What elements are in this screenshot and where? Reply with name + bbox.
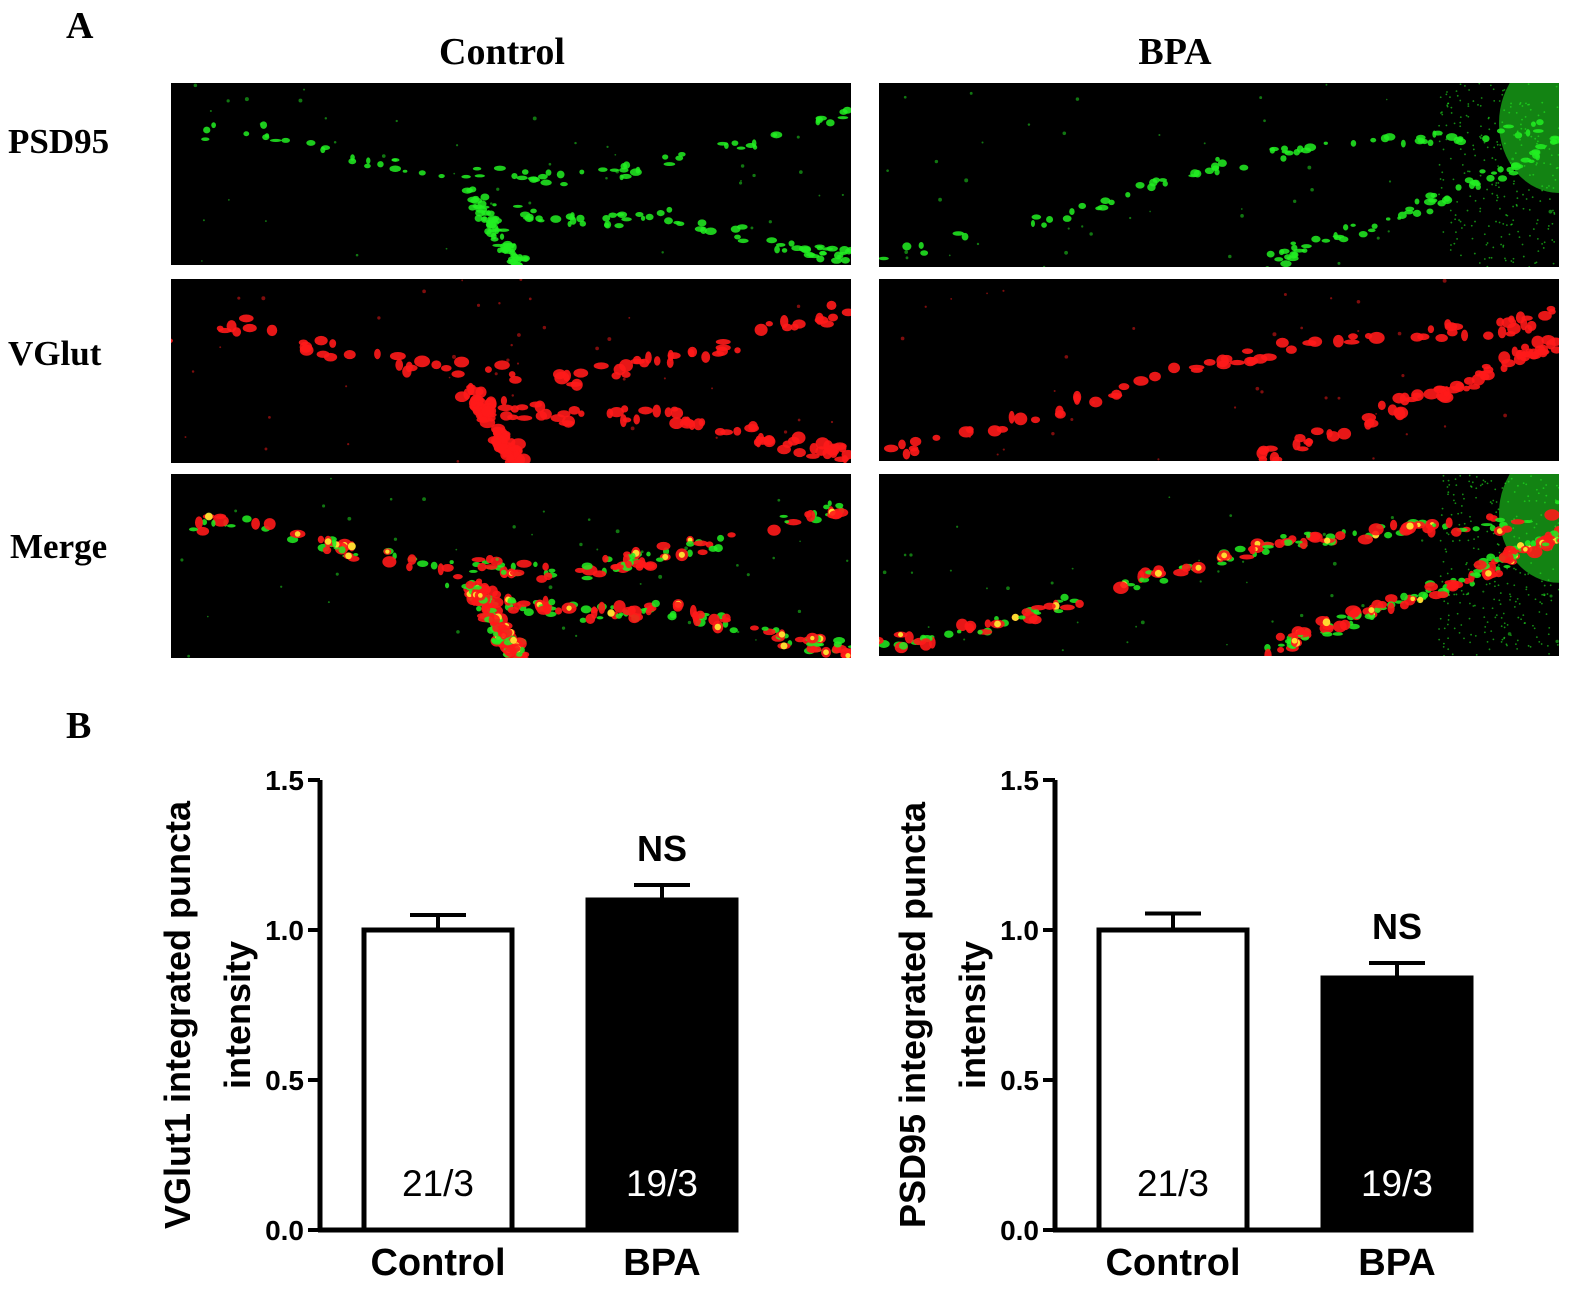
chart0-category-0: Control <box>370 1242 505 1284</box>
chart0-annotation-ns: NS <box>637 828 687 869</box>
chart1-ytick-label-0: 0.0 <box>1000 1215 1039 1246</box>
chart0-n-label-0: 21/3 <box>402 1163 474 1204</box>
panel-a-label: A <box>66 5 94 47</box>
chart0-ytick-label-3: 1.5 <box>265 765 304 796</box>
column-title-bpa: BPA <box>1138 31 1212 73</box>
chart0-ytick-label-0: 0.0 <box>265 1215 304 1246</box>
micrograph-bpa-vglut <box>879 279 1559 461</box>
chart1-ytick-label-1: 0.5 <box>1000 1065 1039 1096</box>
chart1-n-label-0: 21/3 <box>1137 1163 1209 1204</box>
chart1-annotation-ns: NS <box>1372 906 1422 947</box>
column-title-control: Control <box>439 31 565 73</box>
chart1-ylabel-line1: PSD95 integrated puncta <box>892 801 933 1228</box>
chart0-ylabel-line2: intensity <box>217 941 258 1089</box>
micrograph-control-merge-canvas <box>180 477 851 658</box>
row-label-vglut: VGlut <box>8 334 102 373</box>
micrograph-bpa-vglut-canvas <box>883 279 1559 461</box>
micrograph-bpa-merge <box>879 474 1559 656</box>
chart-psd95: PSD95 integrated puncta intensity 0.0 0.5 1.… <box>892 765 1474 1284</box>
micrograph-control-psd95 <box>171 83 851 265</box>
micrograph-bpa-psd95-canvas <box>879 83 1559 267</box>
chart1-category-1: BPA <box>1358 1242 1435 1284</box>
micrograph-control-vglut <box>171 279 851 463</box>
chart0-ytick-label-1: 0.5 <box>265 1065 304 1096</box>
micrograph-bpa-merge-canvas <box>879 474 1559 656</box>
micrograph-control-vglut-canvas <box>171 279 851 463</box>
chart1-ytick-label-2: 1.0 <box>1000 915 1039 946</box>
chart1-bar-0 <box>1096 927 1250 1233</box>
chart0-bar-1 <box>585 897 739 1233</box>
chart-vglut1: VGlut1 integrated puncta intensity 0.0 0.5 1… <box>157 765 739 1284</box>
micrograph-bpa-psd95 <box>879 83 1559 267</box>
panel-b-label: B <box>66 705 92 747</box>
chart0-n-label-1: 19/3 <box>626 1163 698 1204</box>
chart1-category-0: Control <box>1105 1242 1240 1284</box>
chart1-n-label-1: 19/3 <box>1361 1163 1433 1204</box>
chart1-ylabel-line2: intensity <box>952 941 993 1089</box>
micrograph-control-merge <box>171 474 851 658</box>
chart1-ytick-label-3: 1.5 <box>1000 765 1039 796</box>
row-label-merge: Merge <box>10 527 108 566</box>
chart0-ytick-label-2: 1.0 <box>265 915 304 946</box>
chart0-bar-0 <box>361 927 515 1233</box>
chart1-bar-1 <box>1320 975 1474 1233</box>
chart0-category-1: BPA <box>623 1242 700 1284</box>
micrograph-control-psd95-canvas <box>193 83 851 265</box>
chart0-ylabel-line1: VGlut1 integrated puncta <box>157 800 198 1229</box>
row-label-psd95: PSD95 <box>8 122 110 161</box>
